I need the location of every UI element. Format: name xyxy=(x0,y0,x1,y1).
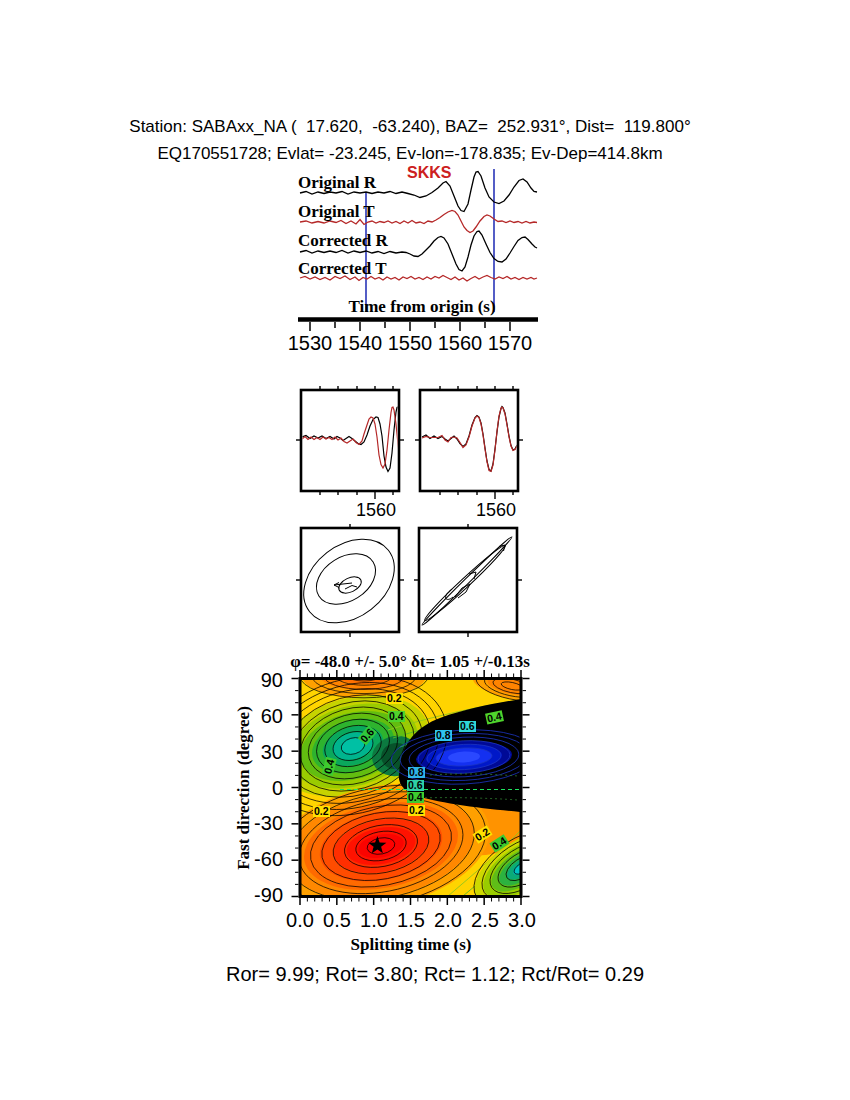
splitting-time-axis-label: Splitting time (s) xyxy=(0,935,822,955)
contour-label: 0.8 xyxy=(408,767,425,778)
trace-label-corrected-t: Corrected T xyxy=(298,259,387,279)
ytick--30: -30 xyxy=(238,812,283,835)
trace-label-original-t: Original T xyxy=(298,202,375,222)
ytick-0: 0 xyxy=(238,777,283,800)
box-right-tick-label: 1560 xyxy=(466,500,526,521)
component-box-left xyxy=(296,386,404,499)
ytick-30: 30 xyxy=(238,741,283,764)
station-title: Station: SABAxx_NA ( 17.620, -63.240), B… xyxy=(0,117,820,137)
contour-label: 0.6 xyxy=(459,721,476,732)
trace-label-original-r: Original R xyxy=(298,173,376,193)
contour-label: 0.2 xyxy=(408,805,425,816)
ytick-90: 90 xyxy=(238,669,283,692)
particle-motion-original xyxy=(287,522,410,640)
fast-component-corrected xyxy=(422,407,517,472)
contour-label: 0.4 xyxy=(388,711,405,722)
time-axis-label: Time from origin (s) xyxy=(0,297,844,317)
contour-label: 0.2 xyxy=(386,693,403,704)
box-left-tick-label: 1560 xyxy=(346,500,406,521)
contour-label: 0.6 xyxy=(407,780,424,791)
xtick-3.0: 3.0 xyxy=(497,909,547,932)
component-box-right xyxy=(415,386,523,499)
phase-label: SKKS xyxy=(407,164,451,182)
contour-label: 0.8 xyxy=(435,730,452,741)
particle-motion-corrected xyxy=(414,524,522,637)
event-title: EQ170551728; Evlat= -23.245, Ev-lon=-178… xyxy=(0,144,820,164)
splitting-analysis-figure: Station: SABAxx_NA ( 17.620, -63.240), B… xyxy=(0,0,850,1100)
contour-label: 0.4 xyxy=(407,792,424,803)
stats-line: Ror= 9.99; Rot= 3.80; Rct= 1.12; Rct/Rot… xyxy=(20,963,850,986)
slow-component-corrected xyxy=(422,407,517,472)
ytick--60: -60 xyxy=(238,848,283,871)
time-tick-1570: 1570 xyxy=(475,332,545,355)
trace-label-corrected-r: Corrected R xyxy=(298,231,388,251)
time-axis xyxy=(298,320,538,332)
contour-label: 0.2 xyxy=(313,806,330,817)
contour-title: φ= -48.0 +/- 5.0° δt= 1.05 +/-0.13s xyxy=(0,652,820,672)
ytick--90: -90 xyxy=(238,884,283,907)
ytick-60: 60 xyxy=(238,705,283,728)
